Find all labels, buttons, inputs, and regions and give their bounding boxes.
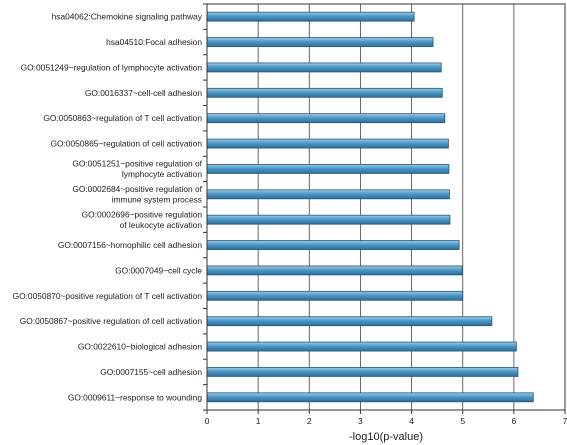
x-tick-label: 3 [358,416,363,426]
category-label: GO:0050870~positive regulation of T cell… [13,291,203,301]
bar [206,37,434,47]
x-tick-label: 7 [563,416,567,426]
category-label: GO:0007049~cell cycle [115,265,202,275]
bar [206,240,460,250]
bar [206,113,446,124]
category-label: GO:0051251~positive regulation of lymphoc… [72,159,202,180]
bar [206,189,450,200]
category-label: GO:0050865~regulation of cell activation [50,139,202,149]
x-tick-label: 1 [256,416,261,426]
category-label: GO:0007156~homophilic cell adhesion [58,240,202,250]
bar [206,290,464,301]
x-tick-label: 0 [205,416,210,426]
category-label: GO:0009611~response to wounding [68,392,203,402]
category-label: GO:0002696~positive regulation of leukocy… [82,209,203,230]
category-label: GO:0050863~regulation of T cell activati… [43,113,202,123]
bar [206,316,493,327]
bar [206,87,443,98]
category-label: hsa04062:Chemokine signaling pathway [52,12,203,22]
bars [206,11,534,403]
bar [206,62,442,73]
bar [206,164,450,174]
category-label: GO:0016337~cell-cell adhesion [85,88,202,98]
bar [206,214,451,225]
category-label: GO:0051249~regulation of lymphocyte acti… [21,62,203,72]
x-tick-label: 2 [307,416,312,426]
bar [206,11,415,22]
bar [206,392,534,403]
category-label: GO:0007155~cell adhesion [100,367,202,377]
category-labels: hsa04062:Chemokine signaling pathway hsa0… [13,12,203,403]
bar [206,138,449,149]
bar [206,341,517,352]
x-tick-label: 5 [460,416,465,426]
x-tick-label: 6 [511,416,516,426]
x-ticks: 0 1 2 3 4 5 6 7 [203,3,567,426]
x-tick-label: 4 [409,416,414,426]
bar [206,367,519,377]
bar [206,265,463,276]
category-label: GO:0022610~biological adhesion [78,342,202,352]
category-label: GO:0002684~positive regulation of immune … [72,184,202,205]
x-axis-title: -log10(p-value) [349,431,423,443]
category-label: hsa04510:Focal adhesion [106,37,202,47]
category-label: GO:0050867~positive regulation of cell a… [20,316,203,326]
